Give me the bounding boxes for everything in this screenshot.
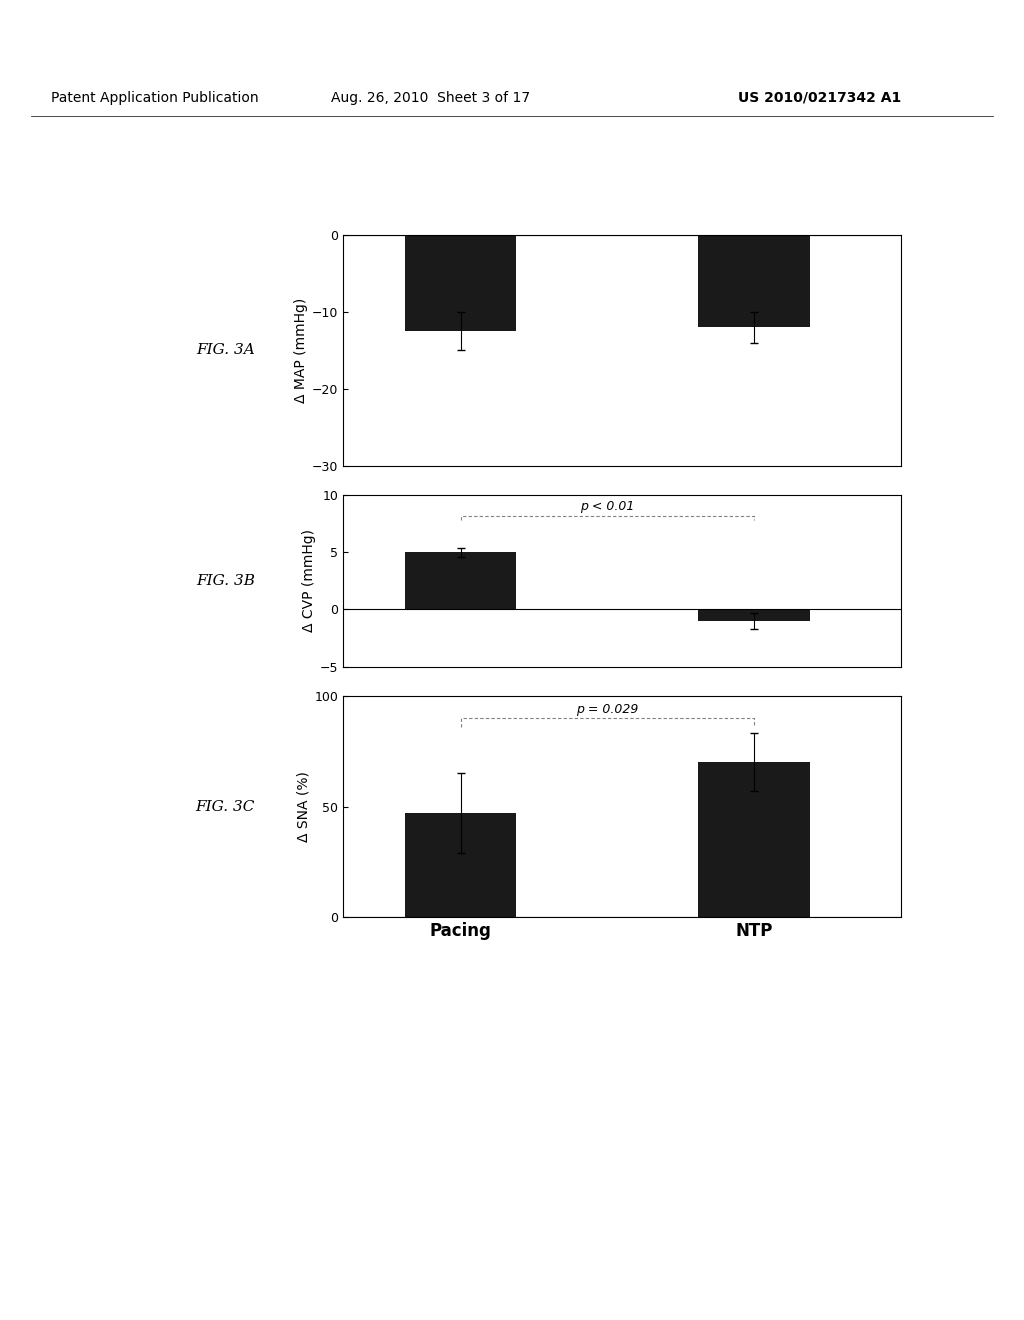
Text: p = 0.029: p = 0.029: [577, 702, 639, 715]
Bar: [698, 762, 810, 917]
Bar: [698, 235, 810, 327]
Text: FIG. 3C: FIG. 3C: [196, 800, 255, 813]
Bar: [698, 610, 810, 620]
Bar: [404, 813, 516, 917]
Y-axis label: Δ MAP (mmHg): Δ MAP (mmHg): [294, 298, 307, 403]
Bar: [404, 552, 516, 610]
Text: p < 0.01: p < 0.01: [581, 500, 635, 513]
Text: FIG. 3A: FIG. 3A: [196, 343, 255, 358]
Text: Patent Application Publication: Patent Application Publication: [51, 91, 259, 104]
Text: US 2010/0217342 A1: US 2010/0217342 A1: [738, 91, 901, 104]
Y-axis label: Δ SNA (%): Δ SNA (%): [296, 771, 310, 842]
Text: FIG. 3B: FIG. 3B: [196, 574, 255, 587]
Y-axis label: Δ CVP (mmHg): Δ CVP (mmHg): [301, 529, 315, 632]
Text: Aug. 26, 2010  Sheet 3 of 17: Aug. 26, 2010 Sheet 3 of 17: [331, 91, 529, 104]
Bar: [404, 235, 516, 331]
